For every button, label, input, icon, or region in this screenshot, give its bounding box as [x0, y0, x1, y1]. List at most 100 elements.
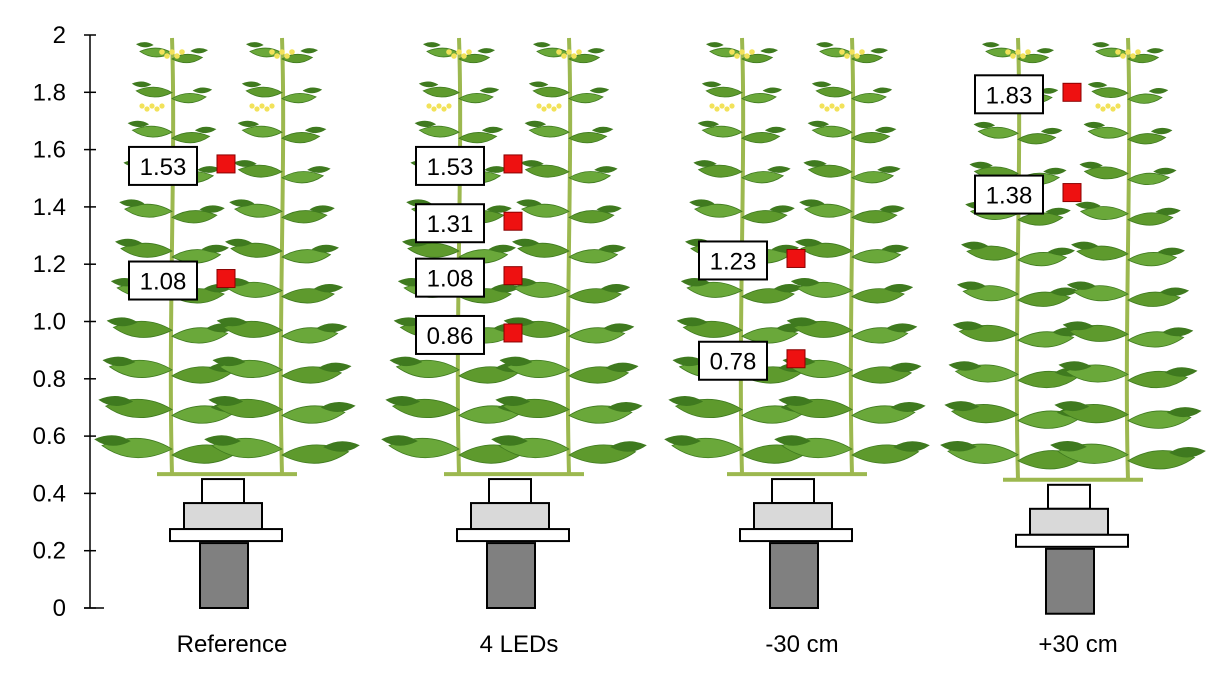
leaf [212, 356, 246, 367]
flower [139, 103, 145, 109]
leaf [790, 278, 820, 287]
leaf [741, 93, 777, 104]
flower [859, 49, 865, 55]
plant-illustrations [94, 37, 1206, 482]
leaf [1083, 121, 1106, 129]
leaf [499, 356, 533, 367]
pot-stands [169, 478, 1129, 615]
leaf [605, 362, 639, 373]
leaf [119, 199, 145, 207]
y-tick-label: 1.2 [33, 251, 66, 278]
leaf [803, 160, 827, 167]
y-tick-label: 0.2 [33, 538, 66, 565]
leaf [693, 203, 743, 218]
leaf [311, 244, 339, 253]
leaf [281, 327, 339, 344]
leaf [1040, 127, 1063, 135]
sensor-point: 1.23 [698, 240, 806, 281]
sensor-marker [786, 349, 806, 369]
leaf [966, 245, 1019, 261]
y-tick-label: 2 [53, 22, 66, 49]
category-label: Reference [177, 631, 288, 658]
flower [834, 106, 840, 112]
flower [426, 103, 432, 109]
value-label: 1.83 [986, 82, 1033, 109]
leaf [316, 323, 348, 333]
flower [164, 53, 170, 59]
flower [284, 53, 290, 59]
value-label-box [415, 314, 485, 355]
leaf [1066, 281, 1096, 290]
value-label: 1.08 [140, 269, 187, 296]
leaf [1054, 401, 1090, 412]
category-label: +30 cm [1038, 631, 1117, 658]
leaf [1169, 447, 1206, 458]
leaf [1127, 133, 1167, 145]
flower [571, 53, 577, 59]
pot-stand [456, 478, 570, 610]
leaf [890, 402, 926, 412]
leaf [1164, 367, 1198, 377]
value-label: 1.53 [140, 154, 187, 181]
leaf [135, 86, 173, 98]
flower [1010, 53, 1016, 59]
pot-stand [739, 478, 853, 610]
leaf [796, 281, 853, 298]
leaf [851, 93, 887, 104]
flower [249, 103, 255, 109]
leaf [594, 166, 618, 173]
flower [839, 49, 845, 55]
flower [264, 106, 270, 112]
leaf [458, 93, 494, 104]
leaf [774, 435, 811, 446]
value-label-box [974, 74, 1044, 115]
flower [289, 49, 295, 55]
plant-stem [168, 37, 176, 475]
leaf [528, 81, 549, 88]
flower [159, 103, 165, 109]
leaf [216, 317, 248, 327]
leaf [208, 396, 244, 406]
leaf [888, 362, 922, 373]
leaf [1127, 252, 1178, 267]
leaf [418, 125, 460, 138]
leaf [1127, 291, 1181, 307]
leaf [676, 317, 708, 327]
flower [854, 53, 860, 59]
leaf [872, 87, 893, 94]
flower [576, 49, 582, 55]
sensor-marker [216, 269, 236, 289]
flower [1115, 103, 1121, 109]
stand-top-block [1047, 483, 1091, 510]
leaf [1071, 241, 1099, 250]
leaf [778, 396, 814, 406]
flower [556, 49, 562, 55]
stand-mid-block [1029, 507, 1109, 536]
stand-top-block [488, 478, 532, 505]
flower [824, 106, 830, 112]
stand-top-block [201, 478, 245, 505]
leaf [603, 323, 635, 333]
flower [734, 53, 740, 59]
leaf [668, 396, 704, 406]
flower [556, 103, 562, 109]
category-label: -30 cm [765, 631, 838, 658]
sensor-marker [1062, 82, 1082, 102]
leaf [98, 396, 134, 406]
sensor-point: 0.78 [698, 340, 806, 381]
category-label: 4 LEDs [480, 631, 559, 658]
flower [1110, 106, 1116, 112]
leaf [568, 210, 615, 224]
leaf [870, 48, 889, 54]
leaf [190, 48, 209, 54]
leaf [762, 87, 783, 94]
stand-plate [456, 528, 570, 543]
flower [1005, 49, 1011, 55]
leaf [1058, 361, 1092, 371]
sensor-point: 1.08 [128, 260, 236, 301]
leaf [201, 244, 229, 253]
leaf [488, 244, 516, 253]
flower [461, 53, 467, 59]
flower [1105, 103, 1111, 109]
flower [154, 106, 160, 112]
